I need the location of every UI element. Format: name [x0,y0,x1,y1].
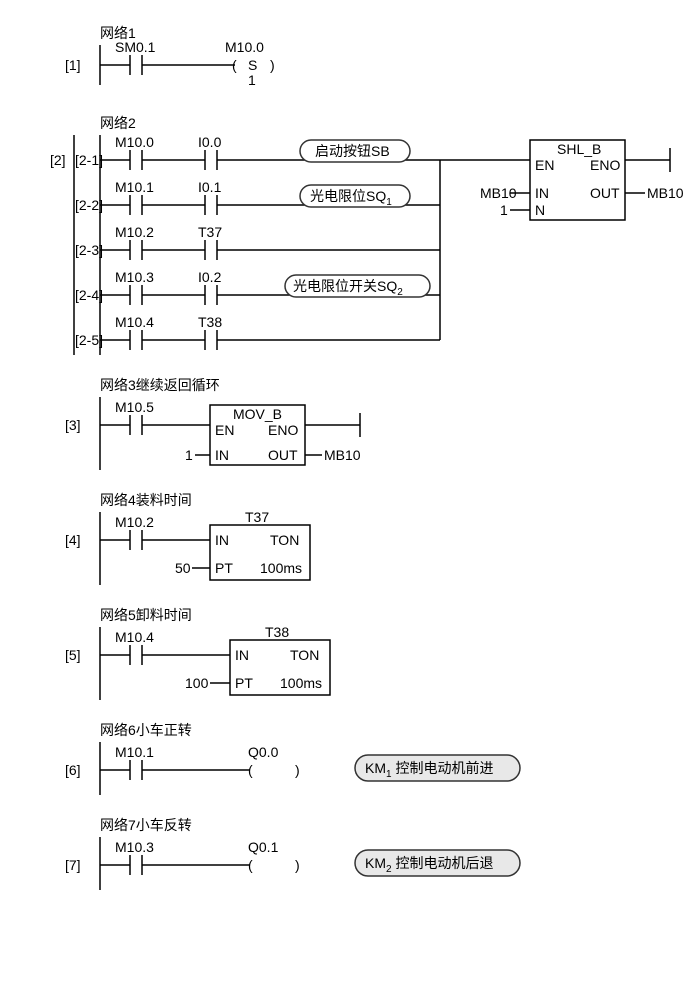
svg-text:EN: EN [535,157,554,173]
contact-m105: M10.5 [115,399,154,435]
svg-text:100: 100 [185,675,209,691]
block-shl-b: SHL_B EN ENO IN OUT N MB10 1 MB10 [480,140,684,220]
svg-text:TON: TON [290,647,319,663]
svg-text:MB10: MB10 [647,185,684,201]
svg-text:EN: EN [215,422,234,438]
svg-text:T37: T37 [245,509,269,525]
coil-q01: Q0.1 ( ) [248,839,300,873]
svg-text:[2-4]: [2-4] [75,287,103,303]
net7-title: 网络7小车反转 [100,817,192,833]
svg-text:ENO: ENO [268,422,298,438]
svg-text:(: ( [248,857,253,873]
svg-text:[2-1]: [2-1] [75,152,103,168]
svg-text:100ms: 100ms [280,675,322,691]
svg-text:OUT: OUT [590,185,620,201]
svg-text:T37: T37 [198,224,222,240]
net6-rung: [6] [65,762,81,778]
contact-m101: M10.1 [115,744,154,780]
rung-2-5: [2-5] M10.4 T38 [75,314,440,350]
svg-text:100ms: 100ms [260,560,302,576]
svg-text:M10.0: M10.0 [225,39,264,55]
rung-2-2: [2-2] M10.1 I0.1 光电限位SQ1 [75,179,440,215]
svg-text:IN: IN [215,532,229,548]
svg-text:PT: PT [215,560,233,576]
svg-text:T38: T38 [265,624,289,640]
svg-text:SHL_B: SHL_B [557,141,601,157]
svg-text:PT: PT [235,675,253,691]
svg-text:[2-2]: [2-2] [75,197,103,213]
svg-text:OUT: OUT [268,447,298,463]
svg-text:I0.2: I0.2 [198,269,222,285]
svg-text:IN: IN [215,447,229,463]
net5-title: 网络5卸料时间 [100,607,192,623]
block-mov-b: MOV_B EN ENO IN OUT 1 MB10 [185,405,361,465]
svg-text:M10.4: M10.4 [115,314,154,330]
svg-text:): ) [295,857,300,873]
svg-text:[2-3]: [2-3] [75,242,103,258]
svg-text:Q0.1: Q0.1 [248,839,279,855]
svg-text:S: S [248,57,257,73]
svg-text:(: ( [248,762,253,778]
svg-text:IN: IN [535,185,549,201]
svg-text:1: 1 [248,72,256,88]
svg-text:MB10: MB10 [480,185,517,201]
svg-text:N: N [535,202,545,218]
coil-q00: Q0.0 ( ) [248,744,300,778]
net1-rung: [1] [65,57,81,73]
svg-text:1: 1 [500,202,508,218]
svg-text:1: 1 [185,447,193,463]
timer-t38: T38 IN TON PT 100ms 100 [185,624,330,695]
net4-rung: [4] [65,532,81,548]
svg-text:Q0.0: Q0.0 [248,744,279,760]
net6-title: 网络6小车正转 [100,722,192,738]
svg-text:50: 50 [175,560,191,576]
svg-text:): ) [270,57,275,73]
svg-text:IN: IN [235,647,249,663]
contact-sm01: SM0.1 [115,39,156,75]
svg-text:MB10: MB10 [324,447,361,463]
net7-rung: [7] [65,857,81,873]
svg-text:M10.1: M10.1 [115,179,154,195]
coil-m100-s: M10.0 ( S ) 1 [225,39,275,88]
svg-text:M10.4: M10.4 [115,629,154,645]
svg-text:M10.5: M10.5 [115,399,154,415]
contact-m102: M10.2 [115,514,154,550]
net5-rung: [5] [65,647,81,663]
net3-rung: [3] [65,417,81,433]
contact-m104: M10.4 [115,629,154,665]
svg-text:(: ( [232,57,237,73]
svg-text:[2-5]: [2-5] [75,332,103,348]
ladder-diagram: 网络1 [1] SM0.1 M10.0 ( S ) 1 网络2 [2] [2-1… [10,20,690,980]
svg-text:): ) [295,762,300,778]
svg-text:M10.0: M10.0 [115,134,154,150]
svg-text:M10.2: M10.2 [115,514,154,530]
net3-title: 网络3继续返回循环 [100,377,220,393]
net2-rail: [2] [50,152,66,168]
svg-text:M10.2: M10.2 [115,224,154,240]
svg-text:TON: TON [270,532,299,548]
svg-text:I0.0: I0.0 [198,134,222,150]
net4-title: 网络4装料时间 [100,492,192,508]
svg-text:M10.3: M10.3 [115,269,154,285]
timer-t37: T37 IN TON PT 100ms 50 [175,509,310,580]
svg-text:MOV_B: MOV_B [233,406,282,422]
svg-text:M10.3: M10.3 [115,839,154,855]
svg-text:I0.1: I0.1 [198,179,222,195]
svg-text:M10.1: M10.1 [115,744,154,760]
rung-2-1: [2-1] M10.0 I0.0 启动按钮SB [75,134,440,170]
rung-2-3: [2-3] M10.2 T37 [75,224,440,260]
svg-text:T38: T38 [198,314,222,330]
net2-title: 网络2 [100,115,136,131]
svg-text:启动按钮SB: 启动按钮SB [315,143,390,159]
rung-2-4: [2-4] M10.3 I0.2 光电限位开关SQ2 [75,269,440,305]
svg-text:SM0.1: SM0.1 [115,39,156,55]
contact-m103: M10.3 [115,839,154,875]
svg-text:ENO: ENO [590,157,620,173]
